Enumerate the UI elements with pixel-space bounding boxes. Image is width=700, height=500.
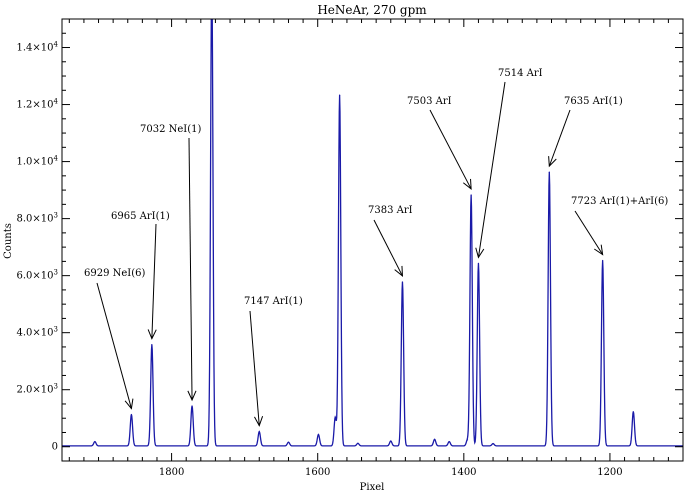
x-axis-label: Pixel [360, 482, 385, 493]
annotation-arrow-line [477, 81, 506, 258]
annotation-arrow-head [548, 156, 557, 168]
peak-point [466, 439, 469, 441]
peak-point [548, 171, 550, 173]
peak-point [492, 443, 494, 445]
peak-point [191, 405, 193, 407]
annotation-arrow-line [188, 137, 193, 400]
peak-annotation-label: 6965 ArI(1) [111, 211, 170, 222]
peak-point [339, 94, 341, 96]
y-tick-label: 4.0×103 [17, 326, 58, 339]
y-tick-label: 1.0×104 [17, 155, 59, 168]
annotation-arrow-line [151, 223, 157, 339]
y-tick-label: 8.0×103 [17, 212, 58, 225]
annotation-arrow-line [574, 210, 604, 255]
peak-annotation-label: 7635 ArI(1) [564, 96, 623, 107]
peak-point [151, 344, 153, 346]
annotation-arrow-head [594, 244, 604, 256]
peak-annotation-label: 6929 NeI(6) [84, 268, 146, 279]
y-axis-label: Counts [3, 223, 14, 259]
annotation-layer: 6929 NeI(6) 6965 ArI(1) 7032 NeI(1) 7147 Ar… [84, 68, 668, 427]
peak-point [334, 416, 336, 418]
annotation-arrow-head [394, 265, 404, 278]
annotation-arrow-head [462, 178, 472, 191]
plot-frame [61, 18, 684, 462]
chart-title: HeNeAr, 270 gpm [317, 3, 427, 17]
y-tick-label: 2.0×103 [17, 383, 58, 396]
annotation-arrow-line [373, 219, 403, 277]
peak-point [94, 441, 96, 443]
peak-annotation-label: 7503 ArI [407, 96, 452, 107]
annotation-arrow-head [147, 329, 157, 340]
peak-point [448, 441, 450, 443]
peak-point [477, 262, 480, 264]
peak-point [632, 411, 634, 413]
peak-annotation-label: 7723 ArI(1)+ArI(6) [571, 196, 668, 207]
y-tick-label: 6.0×103 [17, 269, 58, 282]
peak-point [258, 431, 260, 433]
peak-point [434, 438, 436, 440]
x-tick-label: 1800 [159, 467, 184, 478]
x-tick-label: 1200 [597, 467, 622, 478]
peak-point [401, 281, 404, 283]
axes-layer: 1800 1600 1400 1200 0 2.0×103 4.0×103 6.0×103 8.… [17, 18, 684, 478]
spectrum-layer [62, 19, 683, 447]
peak-annotation-label: 7514 ArI [498, 68, 543, 79]
annotation-arrow-line [249, 310, 260, 426]
annotation-arrow-line [96, 282, 132, 409]
peak-point [130, 413, 133, 416]
peak-point [317, 433, 320, 436]
annotation-arrow-head [124, 398, 134, 410]
annotation-arrow-head [187, 390, 197, 402]
annotation-arrow-head [254, 416, 264, 427]
annotation-arrow-head [475, 247, 485, 259]
peak-point [602, 259, 604, 262]
peak-annotation-label: 7032 NeI(1) [140, 124, 202, 135]
peak-annotation-label: 7147 ArI(1) [244, 296, 303, 307]
spectrum-line [62, 19, 683, 447]
annotation-arrow-line [548, 109, 571, 167]
peak-annotation-label: 7383 ArI [368, 205, 413, 216]
annotation-arrow-line [429, 109, 472, 190]
peak-point [287, 441, 290, 443]
peak-point [357, 442, 359, 444]
y-tick-label: 1.2×104 [17, 98, 59, 111]
peak-point [390, 440, 392, 442]
y-tick-label: 1.4×104 [17, 41, 59, 54]
x-tick-label: 1600 [305, 467, 330, 478]
peak-point [470, 194, 472, 196]
y-tick-label: 0 [52, 442, 58, 453]
x-tick-label: 1400 [451, 467, 476, 478]
